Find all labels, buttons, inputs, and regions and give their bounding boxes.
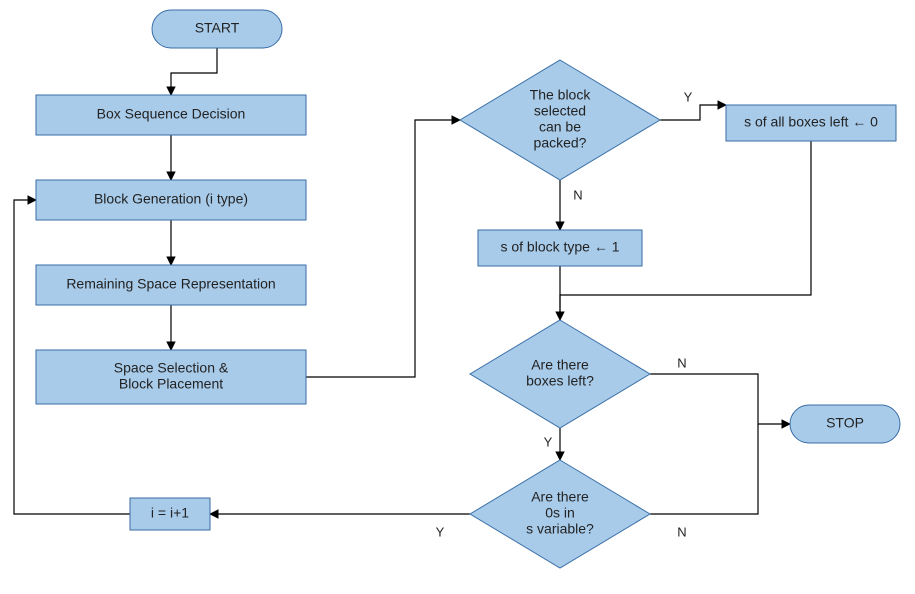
node-p_seq: Box Sequence Decision — [36, 95, 306, 135]
node-stop-label-0: STOP — [826, 415, 864, 431]
node-p_sall-label-0: s of all boxes left ← 0 — [744, 114, 878, 130]
edge-label-d_boxes-d_0s: Y — [544, 434, 553, 449]
node-p_sel-label-1: Block Placement — [119, 376, 223, 392]
edge-label-d_pack-p_s1: N — [573, 187, 582, 202]
node-p_inc: i = i+1 — [130, 498, 210, 530]
node-d_0s: Are there0s ins variable? — [470, 460, 650, 568]
node-p_rem: Remaining Space Representation — [36, 265, 306, 305]
node-p_seq-label-0: Box Sequence Decision — [97, 106, 246, 122]
node-d_pack: The blockselectedcan bepacked? — [460, 60, 660, 180]
node-p_gen-label-0: Block Generation (i type) — [94, 191, 248, 207]
node-p_sel: Space Selection &Block Placement — [36, 350, 306, 404]
node-d_boxes-label-0: Are there — [531, 357, 589, 373]
node-d_pack-label-2: can be — [539, 119, 581, 135]
node-p_inc-label-0: i = i+1 — [151, 505, 189, 521]
node-p_s1: s of block type ← 1 — [478, 230, 642, 266]
edge-label-d_0s-p_inc: Y — [436, 524, 445, 539]
edge-d_boxes-stop — [650, 374, 790, 424]
edge-label-d_0s-stop: N — [677, 524, 686, 539]
node-d_0s-label-1: 0s in — [545, 505, 575, 521]
edge-p_sel-d_pack — [306, 120, 460, 377]
node-start: START — [152, 10, 282, 48]
nodes-layer: START Box Sequence Decision Block Generati… — [36, 10, 900, 568]
edge-d_pack-p_sall — [660, 105, 726, 120]
edge-label-d_pack-p_sall: Y — [684, 89, 693, 104]
edge-d_0s-stop — [650, 424, 758, 514]
node-d_pack-label-1: selected — [534, 103, 586, 119]
node-d_boxes-label-1: boxes left? — [526, 373, 594, 389]
node-p_sall: s of all boxes left ← 0 — [726, 105, 896, 141]
node-p_gen: Block Generation (i type) — [36, 180, 306, 220]
node-d_pack-label-0: The block — [530, 87, 592, 103]
node-d_0s-label-0: Are there — [531, 489, 589, 505]
node-p_rem-label-0: Remaining Space Representation — [66, 276, 275, 292]
node-d_boxes: Are thereboxes left? — [470, 320, 650, 428]
node-d_pack-label-3: packed? — [534, 135, 587, 151]
node-d_0s-label-2: s variable? — [526, 521, 594, 537]
edge-start-p_seq — [171, 48, 217, 95]
node-p_s1-label-0: s of block type ← 1 — [500, 239, 619, 255]
edge-label-d_boxes-stop: N — [677, 355, 686, 370]
node-stop: STOP — [790, 405, 900, 443]
node-p_sel-label-0: Space Selection & — [114, 360, 229, 376]
node-start-label-0: START — [195, 20, 240, 36]
